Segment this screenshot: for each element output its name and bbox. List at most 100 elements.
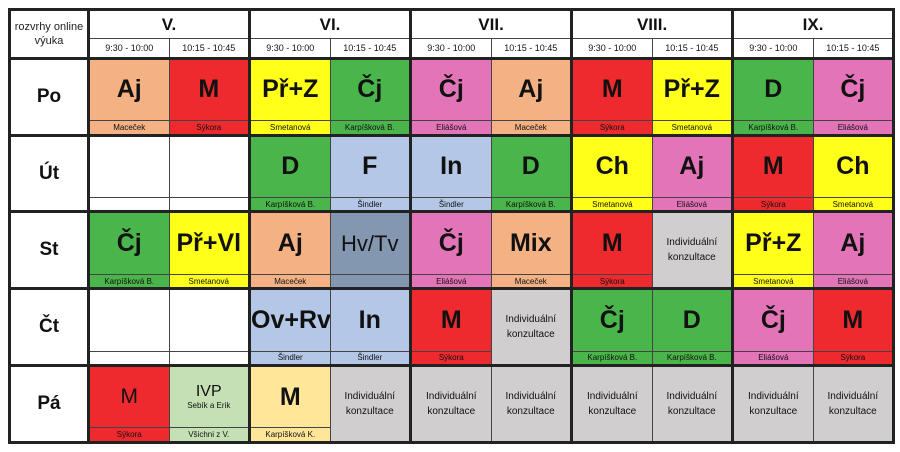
teacher-name: Šindler (329, 196, 412, 213)
time-slot-2: 10:15 - 10:45 (168, 38, 251, 59)
ivp-cell: IVP Sebík a Erik (168, 364, 251, 429)
empty-cell (168, 133, 251, 198)
day-label-ct: Čt (9, 287, 89, 367)
consultation-text: konzultace (749, 406, 798, 418)
subject-cell: M (87, 364, 170, 429)
teacher-name: Maceček (490, 120, 573, 136)
empty-cell (87, 133, 170, 198)
subject-cell: M (409, 287, 492, 352)
teacher-name: Sýkora (570, 273, 653, 290)
consultation-cell: Individuální konzultace (409, 364, 492, 443)
subject-cell: F (329, 133, 412, 198)
consultation-text: konzultace (506, 406, 555, 418)
teacher-name: Karpíšková B. (651, 350, 734, 367)
consultation-cell: Individuální konzultace (651, 364, 734, 443)
teacher-name: Smetanová (248, 120, 331, 136)
empty-cell (87, 287, 170, 352)
subject-cell: Ov+Rv (248, 287, 331, 352)
subject-cell: Př+Vl (168, 210, 251, 275)
time-slot-1: 9:30 - 10:00 (570, 38, 653, 59)
teacher-name: Eliášová (731, 350, 814, 367)
consultation-cell: Individuální konzultace (812, 364, 895, 443)
grade-header-viii: VIII. (570, 8, 734, 40)
empty-cell (168, 287, 251, 352)
subject-cell: In (329, 287, 412, 352)
grade-header-v: V. (86, 8, 251, 40)
teacher-name: Smetanová (168, 273, 251, 290)
teacher-name: Maceček (490, 273, 573, 290)
subject-cell: Aj (87, 56, 170, 122)
day-label-st: St (9, 210, 89, 290)
consultation-text: Individuální (666, 237, 718, 249)
teacher-name: Šindler (248, 350, 331, 367)
subject-cell: D (490, 133, 573, 198)
grade-header-vii: VII. (409, 8, 573, 40)
subject-cell: Čj (87, 210, 170, 275)
teacher-name: Všichni z V. (168, 427, 251, 443)
teacher-name: Eliášová (651, 196, 734, 213)
subject-cell: D (731, 56, 814, 122)
time-slot-2: 10:15 - 10:45 (651, 38, 734, 59)
teacher-name: Karpíšková B. (731, 120, 814, 136)
teacher-name: Karpíšková B. (490, 196, 573, 213)
grade-header-ix: IX. (731, 8, 895, 40)
subject-cell: M (731, 133, 814, 198)
teacher-empty (329, 273, 412, 290)
subject-cell: M (248, 364, 331, 429)
consultation-cell: Individuální konzultace (490, 287, 573, 367)
time-slot-1: 9:30 - 10:00 (248, 38, 331, 59)
teacher-name: Maceček (248, 273, 331, 290)
time-slot-2: 10:15 - 10:45 (490, 38, 573, 59)
consultation-text: Individuální (666, 391, 718, 403)
teacher-name: Karpíšková B. (329, 120, 412, 136)
consultation-cell: Individuální konzultace (490, 364, 573, 443)
consultation-cell: Individuální konzultace (329, 364, 412, 443)
time-slot-1: 9:30 - 10:00 (87, 38, 170, 59)
corner-label: rozvrhy online výuka (9, 9, 89, 59)
subject-cell: Aj (651, 133, 734, 198)
subject-cell: M (812, 287, 895, 352)
teacher-name: Maceček (87, 120, 170, 136)
subject-cell: Př+Z (248, 56, 331, 122)
subject-cell: M (168, 56, 251, 122)
subject-cell: In (409, 133, 492, 198)
consultation-text: konzultace (427, 406, 476, 418)
teacher-name: Sýkora (87, 427, 170, 443)
subject-cell: D (248, 133, 331, 198)
teacher-name: Sýkora (168, 120, 251, 136)
ivp-students: Sebík a Erik (187, 400, 231, 410)
subject-cell: Čj (731, 287, 814, 352)
subject-cell: Čj (812, 56, 895, 122)
teacher-empty (87, 196, 170, 213)
subject-cell: Čj (329, 56, 412, 122)
timetable: rozvrhy online výuka V. VI. VII. VIII. IX. 9:3… (8, 8, 896, 444)
subject-cell: D (651, 287, 734, 352)
teacher-name: Smetanová (651, 120, 734, 136)
consultation-cell: Individuální konzultace (731, 364, 814, 443)
day-label-ut: Út (9, 133, 89, 213)
subject-cell: Ch (570, 133, 653, 198)
consultation-text: Individuální (505, 314, 557, 326)
teacher-name: Smetanová (570, 196, 653, 213)
subject-cell: Ch (812, 133, 895, 198)
time-slot-1: 9:30 - 10:00 (731, 38, 814, 59)
subject-cell: Mix (490, 210, 573, 275)
teacher-name: Karpíšková K. (248, 427, 331, 443)
teacher-name: Eliášová (812, 273, 895, 290)
consultation-text: konzultace (588, 406, 637, 418)
teacher-name: Karpíšková B. (248, 196, 331, 213)
teacher-name: Eliášová (812, 120, 895, 136)
consultation-text: konzultace (667, 252, 716, 264)
consultation-text: Individuální (748, 391, 799, 403)
consultation-text: konzultace (667, 406, 716, 418)
consultation-text: Individuální (505, 391, 557, 403)
teacher-name: Eliášová (409, 273, 492, 290)
teacher-name: Šindler (409, 196, 492, 213)
subject-cell: Aj (490, 56, 573, 122)
grade-header-vi: VI. (248, 8, 412, 40)
teacher-name: Sýkora (812, 350, 895, 367)
teacher-name: Eliášová (409, 120, 492, 136)
subject-cell: Čj (409, 56, 492, 122)
teacher-name: Karpíšková B. (570, 350, 653, 367)
subject-cell: Př+Z (731, 210, 814, 275)
